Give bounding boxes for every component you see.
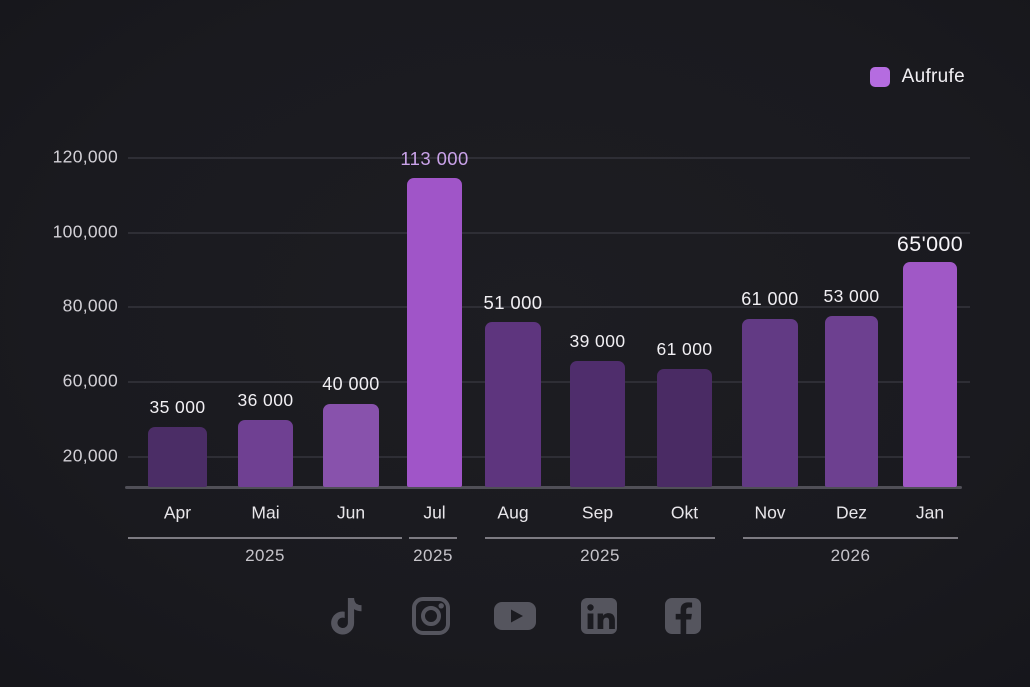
y-axis-tick-label: 60,000 — [62, 370, 118, 391]
chart-legend[interactable]: Aufrufe — [869, 66, 965, 88]
year-group-line-3 — [743, 537, 958, 539]
x-axis-label-mai: Mai — [251, 502, 280, 523]
legend-label: Aufrufe — [901, 66, 965, 87]
bar-value-label: 61 000 — [656, 339, 713, 359]
gridline — [128, 306, 970, 308]
x-axis-label-sep: Sep — [581, 502, 614, 523]
bar-mai[interactable] — [238, 420, 293, 487]
year-group-label-2: 2025 — [580, 546, 620, 565]
bar-value-label: 61 000 — [741, 289, 799, 309]
x-axis-label-okt: Okt — [670, 502, 699, 523]
x-axis-label-jul: Jul — [423, 502, 446, 523]
y-axis-tick-label: 80,000 — [62, 295, 118, 316]
bar-jul[interactable] — [407, 178, 462, 487]
bar-apr[interactable] — [148, 427, 207, 487]
gridline — [128, 157, 970, 159]
bar-value-label: 35 000 — [149, 397, 206, 417]
bar-value-label: 39 000 — [569, 331, 626, 351]
bar-sep[interactable] — [570, 361, 625, 487]
bar-value-label: 53 000 — [823, 286, 880, 306]
x-axis-label-dez: Dez — [835, 502, 868, 523]
bar-dez[interactable] — [825, 316, 878, 487]
bar-value-label: 51 000 — [483, 292, 543, 313]
year-group-line-2 — [485, 537, 715, 539]
year-group-line-1 — [409, 537, 457, 539]
legend-swatch-aufrufe — [869, 67, 890, 87]
year-group-line-0 — [128, 537, 402, 539]
x-axis-line — [125, 486, 962, 489]
bar-aug[interactable] — [485, 322, 541, 487]
tiktok-icon[interactable] — [323, 592, 371, 640]
y-axis-tick-label: 20,000 — [62, 445, 118, 466]
bar-nov[interactable] — [742, 319, 798, 487]
linkedin-icon[interactable] — [575, 592, 623, 640]
bar-value-label: 40 000 — [322, 374, 380, 394]
gridline — [128, 381, 970, 383]
year-group-label-1: 2025 — [413, 546, 453, 565]
year-group-label-0: 2025 — [245, 546, 285, 565]
y-axis-tick-label: 120,000 — [52, 146, 118, 167]
y-axis-tick-label: 100,000 — [52, 221, 118, 242]
x-axis-label-apr: Apr — [163, 502, 192, 523]
bar-value-label: 65'000 — [896, 232, 964, 256]
instagram-icon[interactable] — [407, 592, 455, 640]
x-axis-label-jun: Jun — [336, 502, 366, 523]
youtube-icon[interactable] — [491, 592, 539, 640]
gridline — [128, 456, 970, 458]
bar-jun[interactable] — [323, 404, 379, 487]
bar-value-label: 36 000 — [237, 390, 294, 410]
x-axis-label-jan: Jan — [915, 502, 945, 523]
facebook-icon[interactable] — [659, 592, 707, 640]
year-group-label-3: 2026 — [830, 546, 871, 565]
bar-okt[interactable] — [657, 369, 712, 487]
gridline — [128, 232, 970, 234]
x-axis-label-nov: Nov — [754, 502, 786, 523]
bar-value-label: 113 000 — [400, 148, 469, 169]
social-icon-row — [0, 592, 1030, 640]
bar-jan[interactable] — [903, 262, 957, 487]
x-axis-label-aug: Aug — [497, 502, 529, 523]
